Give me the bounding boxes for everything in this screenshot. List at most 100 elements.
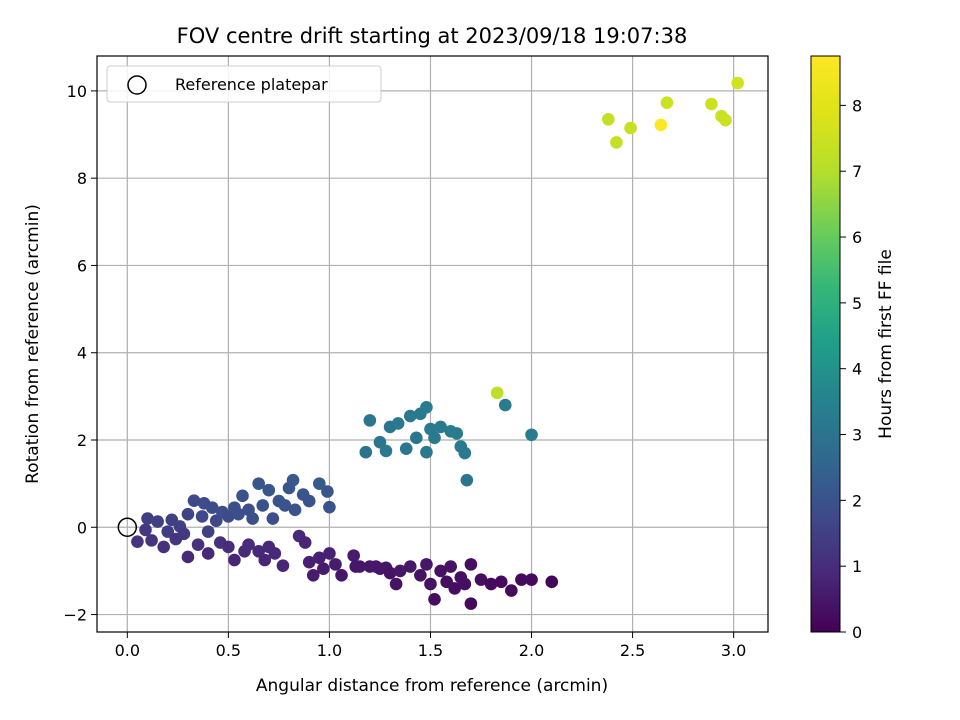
chart-title: FOV centre drift starting at 2023/09/18 …	[177, 24, 688, 48]
data-point	[391, 417, 405, 430]
data-point	[323, 500, 336, 514]
data-point	[131, 535, 144, 548]
data-point	[347, 549, 360, 562]
data-point	[181, 507, 195, 521]
data-point	[464, 597, 478, 610]
data-point	[191, 538, 205, 552]
data-point	[610, 136, 623, 149]
data-point	[302, 494, 316, 508]
x-axis-label: Angular distance from reference (arcmin)	[256, 676, 608, 696]
data-point	[232, 507, 245, 521]
legend-box	[106, 65, 382, 103]
data-point	[306, 568, 320, 582]
data-point	[236, 489, 249, 503]
legend-marker	[127, 75, 147, 95]
x-tick-label: 1.0	[317, 641, 342, 660]
y-tick-label: 0	[77, 518, 87, 537]
data-point	[145, 534, 158, 547]
data-point	[335, 568, 348, 582]
data-point	[276, 559, 290, 572]
y-tick-label: 6	[77, 256, 87, 275]
y-tick-label: 8	[77, 169, 87, 188]
data-points	[131, 76, 744, 610]
data-point	[719, 113, 732, 127]
legend-label: Reference platepar	[175, 75, 328, 94]
data-point	[448, 582, 462, 595]
colorbar-tick-label: 4	[852, 360, 862, 379]
data-point	[399, 442, 413, 456]
data-point	[494, 575, 508, 589]
data-point	[458, 446, 472, 460]
colorbar-ticks: 0 1 2 3 4 5 6 7 8	[840, 96, 862, 642]
colorbar-tick-label: 5	[852, 294, 862, 313]
data-point	[403, 409, 417, 423]
colorbar-tick-label: 2	[852, 491, 862, 510]
data-point	[195, 510, 209, 523]
x-axis-ticks: 0.0 0.5 1.0 1.5 2.0 2.5 3.0	[115, 632, 746, 660]
data-point	[242, 538, 255, 552]
grid	[97, 56, 768, 632]
data-point	[359, 445, 373, 459]
data-point	[379, 444, 393, 458]
data-point	[161, 525, 175, 538]
colorbar-tick-label: 8	[852, 96, 862, 115]
data-point	[660, 96, 674, 109]
data-point	[383, 566, 397, 580]
data-point	[141, 512, 154, 525]
data-point	[428, 592, 441, 606]
data-point	[414, 568, 427, 582]
x-tick-label: 2.0	[519, 641, 544, 660]
data-point	[252, 477, 265, 490]
data-point	[403, 560, 417, 573]
data-point	[262, 483, 276, 497]
data-point	[410, 431, 423, 445]
x-tick-label: 1.5	[418, 641, 443, 660]
data-point	[298, 536, 312, 549]
data-point	[389, 577, 403, 591]
data-point	[458, 577, 472, 591]
data-point	[420, 445, 433, 459]
data-point	[731, 76, 744, 90]
x-tick-label: 3.0	[721, 641, 746, 660]
x-tick-label: 0.0	[115, 641, 140, 660]
data-point	[434, 420, 447, 434]
data-point	[222, 540, 235, 554]
data-point	[286, 473, 300, 487]
data-point	[313, 551, 326, 565]
data-point	[363, 414, 377, 427]
data-point	[256, 499, 270, 512]
colorbar-tick-label: 0	[852, 623, 862, 642]
data-point	[228, 553, 241, 567]
data-point	[151, 515, 164, 528]
data-point	[444, 560, 457, 573]
data-point	[464, 558, 478, 571]
data-point	[505, 584, 518, 597]
data-point	[266, 512, 280, 525]
colorbar-tick-label: 7	[852, 162, 862, 181]
plot-frame	[96, 55, 769, 633]
data-point	[205, 501, 219, 514]
legend: Reference platepar	[106, 65, 382, 103]
data-point	[181, 550, 195, 564]
data-point	[602, 112, 615, 126]
data-point	[201, 525, 215, 538]
data-point	[420, 558, 433, 571]
y-tick-label: 2	[77, 431, 87, 450]
data-point	[460, 473, 474, 487]
data-point	[490, 386, 504, 400]
data-point	[498, 398, 512, 412]
data-point	[515, 573, 528, 586]
data-point	[353, 560, 367, 573]
data-point	[268, 547, 282, 560]
data-point	[428, 431, 441, 445]
data-point	[187, 494, 201, 507]
x-tick-label: 0.5	[216, 641, 241, 660]
data-point	[288, 503, 302, 517]
x-tick-label: 2.5	[620, 641, 645, 660]
data-point	[329, 558, 342, 571]
colorbar-label: Hours from first FF file	[876, 249, 896, 439]
data-point	[258, 553, 272, 567]
data-point	[317, 562, 330, 576]
data-point	[474, 573, 488, 586]
colorbar-tick-label: 3	[852, 426, 862, 445]
